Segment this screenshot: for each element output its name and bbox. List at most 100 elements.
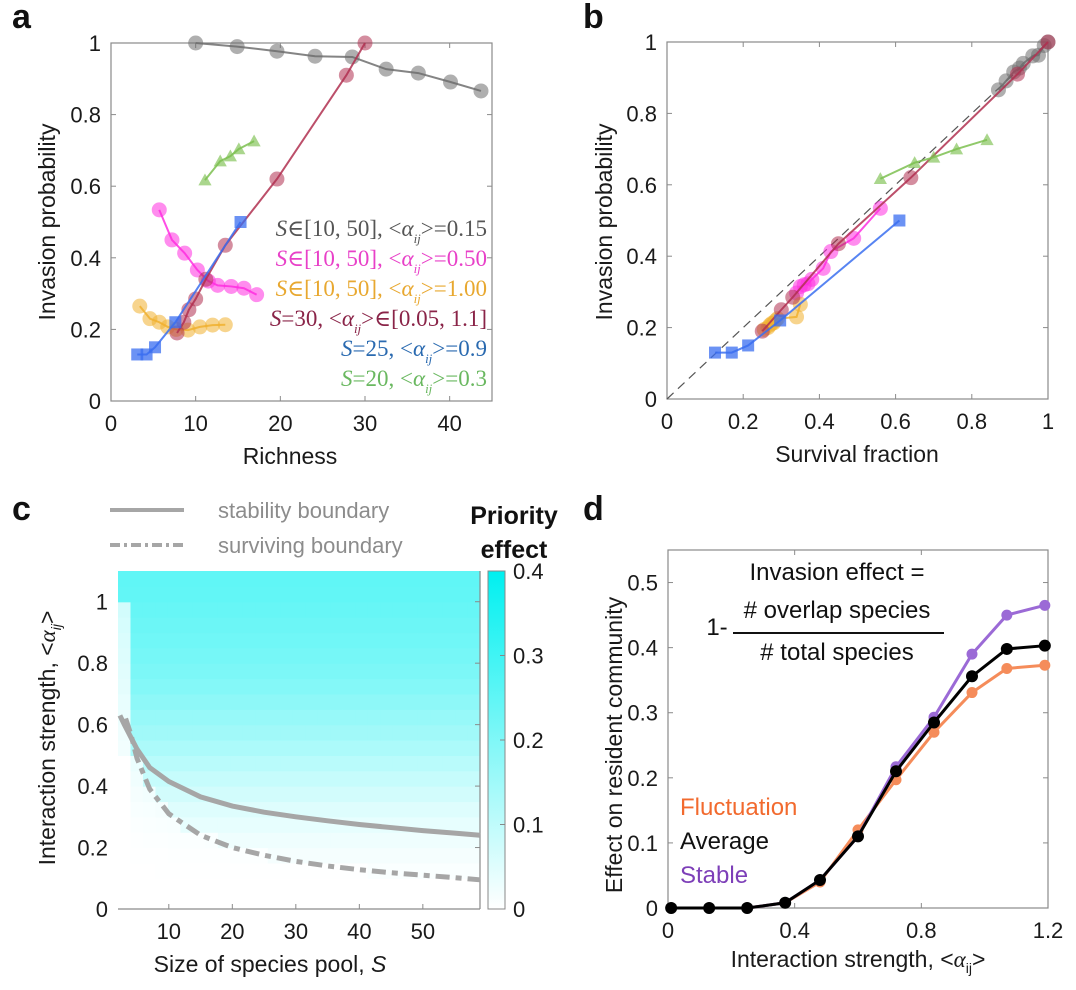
heatmap-cell xyxy=(380,770,394,787)
heatmap-cell xyxy=(167,693,182,710)
heatmap-cell xyxy=(355,586,369,603)
panel-d-xtick-label: 0 xyxy=(662,918,674,943)
heatmap-cell xyxy=(205,586,219,603)
heatmap-cell xyxy=(167,678,182,695)
heatmap-cell xyxy=(355,724,369,741)
surviving-boundary-line xyxy=(123,717,481,883)
heatmap-cell xyxy=(380,786,394,803)
heatmap-cell xyxy=(292,832,306,849)
panel-b-ylabel: Invasion probability xyxy=(591,123,617,320)
legend-subscript: ij xyxy=(425,351,433,366)
panel-b-data-point xyxy=(1040,34,1056,50)
heatmap-cell xyxy=(467,586,481,603)
heatmap-cell xyxy=(230,832,244,849)
heatmap-cell xyxy=(167,847,182,864)
heatmap-cell xyxy=(317,770,331,787)
heatmap-cell xyxy=(217,770,231,787)
legend-text: >=0.50 xyxy=(421,246,487,271)
heatmap-cell xyxy=(130,724,144,741)
heatmap-cell xyxy=(292,847,306,864)
panel-d-ytick-label: 0.5 xyxy=(627,571,658,596)
legend-symbol-s: S xyxy=(276,246,288,271)
heatmap-cell xyxy=(118,647,132,664)
panel-c-xlabel: Size of species pool, S xyxy=(154,951,387,977)
heatmap-cell xyxy=(217,693,231,710)
legend-text: ∈[10, 50], < xyxy=(287,276,401,301)
panel-c-ytick-label: 0.4 xyxy=(77,774,108,799)
heatmap-cell xyxy=(367,571,381,587)
heatmap-cell xyxy=(192,862,206,879)
stability-legend-label: stability boundary xyxy=(218,498,389,523)
heatmap-cell xyxy=(355,755,369,772)
heatmap-cell xyxy=(142,893,157,910)
heatmap-cell xyxy=(242,724,256,741)
heatmap-cell xyxy=(417,709,431,726)
heatmap-cell xyxy=(430,740,444,756)
heatmap-cell xyxy=(292,801,306,818)
heatmap-cell xyxy=(255,770,269,787)
heatmap-cell xyxy=(467,786,481,803)
heatmap-cell xyxy=(292,678,306,695)
panel-d-ytick-label: 0.1 xyxy=(627,831,658,856)
heatmap-cell xyxy=(130,693,144,710)
panel-b-ytick-label: 0.6 xyxy=(626,173,657,198)
heatmap-cell xyxy=(442,724,456,741)
heatmap-cell xyxy=(355,847,369,864)
panel-d: d 0 0.4 0.8 1.2 0 0.1 0.2 0.3 0.4 0.5 Invasion ef… xyxy=(583,490,1063,976)
heatmap-cell xyxy=(142,740,157,756)
heatmap-cell xyxy=(380,755,394,772)
heatmap-cell xyxy=(430,878,444,895)
heatmap-cell xyxy=(292,816,306,833)
heatmap-cell xyxy=(180,893,194,910)
heatmap-cell xyxy=(192,878,206,895)
panel-a-data-point xyxy=(344,49,360,65)
panel-a-data-point xyxy=(307,48,323,64)
heatmap-cell xyxy=(118,693,132,710)
heatmap-cell xyxy=(467,724,481,741)
panel-a-legend-entry: S=30, <αij>∈[0.05, 1.1] xyxy=(270,306,487,336)
heatmap-cell xyxy=(405,617,419,634)
legend-text: ∈[10, 50], < xyxy=(287,246,401,271)
heatmap-cell xyxy=(242,878,256,895)
legend-text: >=0.9 xyxy=(432,336,487,361)
heatmap-cell xyxy=(392,647,406,664)
panel-c-ytick-label: 1 xyxy=(96,590,108,615)
heatmap-cell xyxy=(192,571,206,587)
heatmap-cell xyxy=(442,617,456,634)
heatmap-cell xyxy=(467,709,481,726)
heatmap-cell xyxy=(330,847,344,864)
panel-b-data-point xyxy=(846,230,862,246)
heatmap-cell xyxy=(155,647,169,664)
heatmap-cell xyxy=(217,663,231,680)
heatmap-cell xyxy=(242,786,256,803)
heatmap-cell xyxy=(305,755,319,772)
heatmap-cell xyxy=(255,617,269,634)
colorbar-tick-label: 0.3 xyxy=(513,644,544,669)
heatmap-cell xyxy=(292,647,306,664)
heatmap-cell xyxy=(417,724,431,741)
heatmap-cell xyxy=(342,678,356,695)
heatmap-cell xyxy=(230,617,244,634)
heatmap-cell xyxy=(130,709,144,726)
heatmap-cell xyxy=(230,693,244,710)
heatmap-cell xyxy=(342,893,356,910)
heatmap-cell xyxy=(217,740,231,756)
heatmap-cell xyxy=(455,847,469,864)
heatmap-cell xyxy=(142,801,157,818)
heatmap-cell xyxy=(118,586,132,603)
panel-b-data-point xyxy=(754,323,770,339)
heatmap-cell xyxy=(155,724,169,741)
heatmap-cell xyxy=(430,586,444,603)
heatmap-cell xyxy=(305,709,319,726)
heatmap-cell xyxy=(355,601,369,618)
heatmap-cell xyxy=(330,786,344,803)
heatmap-cell xyxy=(292,632,306,649)
heatmap-cell xyxy=(305,724,319,741)
panel-a-series-5 xyxy=(198,134,261,186)
heatmap-cell xyxy=(355,740,369,756)
heatmap-cell xyxy=(242,663,256,680)
heatmap-cell xyxy=(155,709,169,726)
panel-a-xtick-label: 20 xyxy=(268,411,292,436)
heatmap-cell xyxy=(242,632,256,649)
heatmap-cell xyxy=(255,586,269,603)
